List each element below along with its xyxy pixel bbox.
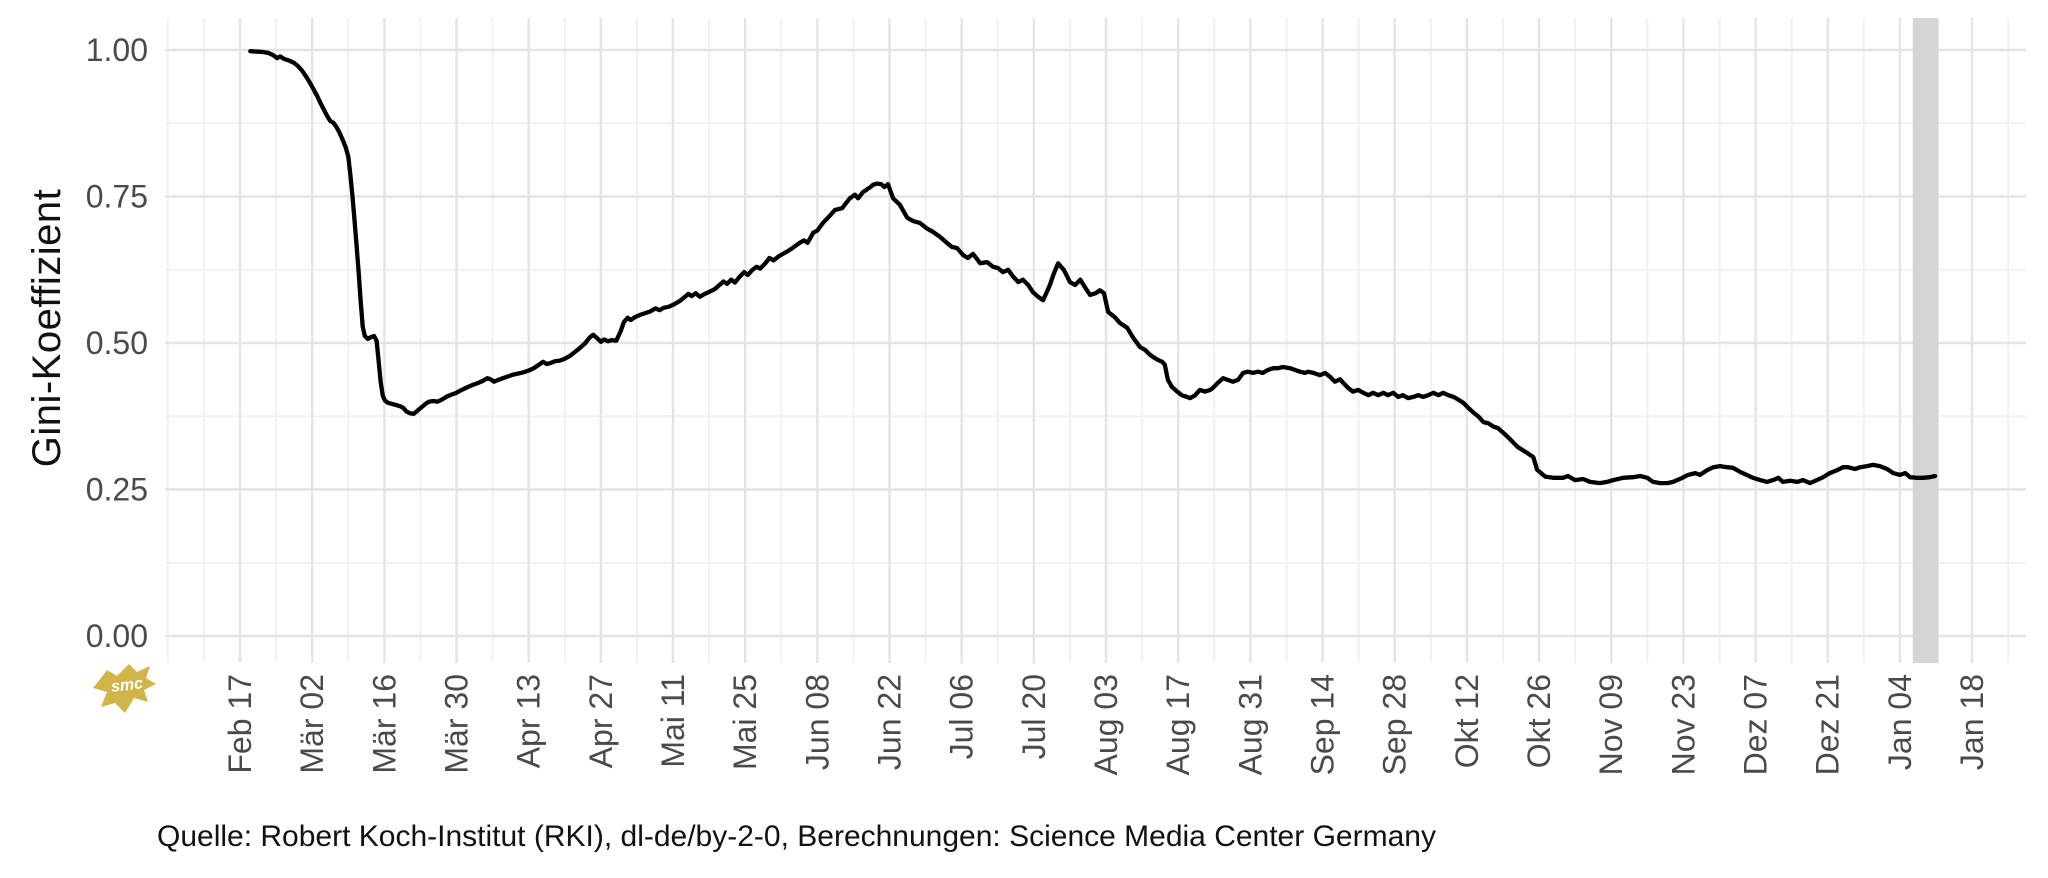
- x-tick-label: Dez 07: [1738, 674, 1774, 775]
- x-tick-label: Apr 27: [583, 674, 619, 768]
- y-tick-label: 1.00: [86, 32, 148, 68]
- x-tick-label: Mai 11: [655, 674, 691, 768]
- x-tick-label: Jan 18: [1954, 674, 1990, 770]
- x-tick-label: Aug 17: [1160, 674, 1196, 775]
- y-tick-label: 0.50: [86, 325, 148, 361]
- x-tick-label: Sep 14: [1305, 674, 1341, 775]
- x-tick-label: Jul 20: [1016, 674, 1052, 759]
- gini-line: [248, 49, 1938, 486]
- x-tick-label: Nov 23: [1665, 674, 1701, 775]
- x-tick-label: Jun 08: [799, 674, 835, 770]
- x-tick-label: Nov 09: [1593, 674, 1629, 775]
- x-tick-label: Okt 12: [1449, 674, 1485, 768]
- x-tick-label: Apr 13: [511, 674, 547, 768]
- y-tick-label: 0.00: [86, 618, 148, 654]
- y-tick-label: 0.25: [86, 472, 148, 508]
- y-axis-title: Gini-Koeffizient: [25, 188, 69, 468]
- x-tick-label: Mär 30: [439, 674, 475, 774]
- x-tick-label: Mär 16: [366, 674, 402, 774]
- smc-logo-splat: [93, 664, 156, 713]
- source-caption: Quelle: Robert Koch-Institut (RKI), dl-d…: [157, 820, 1436, 853]
- x-tick-label: Jun 22: [872, 674, 908, 770]
- smc-logo-text: smc: [110, 675, 144, 696]
- x-tick-label: Sep 28: [1377, 674, 1413, 775]
- x-tick-label: Mai 25: [727, 674, 763, 770]
- x-tick-label: Jul 06: [944, 674, 980, 759]
- x-tick-label: Mär 02: [294, 674, 330, 774]
- x-tick-label: Jan 04: [1882, 674, 1918, 770]
- highlight-band: [1912, 18, 1939, 663]
- x-tick-label: Aug 31: [1232, 674, 1268, 775]
- x-tick-label: Feb 17: [222, 674, 258, 774]
- x-tick-label: Dez 21: [1810, 674, 1846, 775]
- y-tick-label: 0.75: [86, 179, 148, 215]
- x-tick-label: Aug 03: [1088, 674, 1124, 775]
- smc-logo: smc: [93, 664, 156, 713]
- x-tick-label: Okt 26: [1521, 674, 1557, 768]
